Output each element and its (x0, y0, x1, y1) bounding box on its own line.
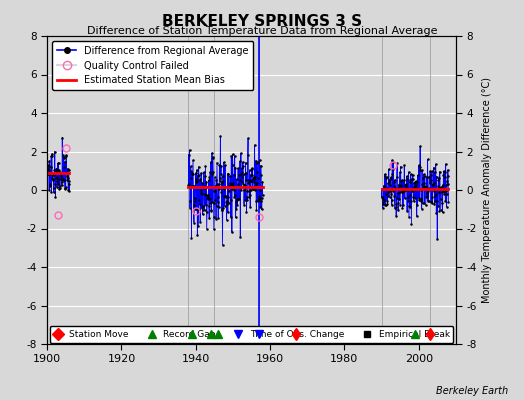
Text: Difference of Station Temperature Data from Regional Average: Difference of Station Temperature Data f… (87, 26, 437, 36)
Y-axis label: Monthly Temperature Anomaly Difference (°C): Monthly Temperature Anomaly Difference (… (482, 77, 492, 303)
Legend: Station Move, Record Gap, Time of Obs. Change, Empirical Break: Station Move, Record Gap, Time of Obs. C… (50, 326, 453, 342)
Text: BERKELEY SPRINGS 3 S: BERKELEY SPRINGS 3 S (162, 14, 362, 29)
Text: Berkeley Earth: Berkeley Earth (436, 386, 508, 396)
